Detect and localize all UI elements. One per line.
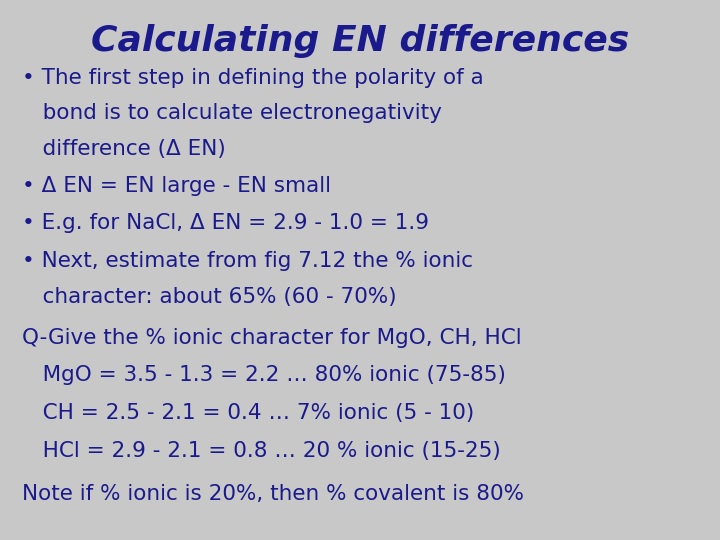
Text: • The first step in defining the polarity of a: • The first step in defining the polarit… <box>22 68 483 89</box>
Text: Calculating EN differences: Calculating EN differences <box>91 24 629 58</box>
Text: • E.g. for NaCl, Δ EN = 2.9 - 1.0 = 1.9: • E.g. for NaCl, Δ EN = 2.9 - 1.0 = 1.9 <box>22 213 428 233</box>
Text: Q-Give the % ionic character for MgO, CH, HCl: Q-Give the % ionic character for MgO, CH… <box>22 327 521 348</box>
Text: HCl = 2.9 - 2.1 = 0.8 … 20 % ionic (15-25): HCl = 2.9 - 2.1 = 0.8 … 20 % ionic (15-2… <box>22 441 500 461</box>
Text: CH = 2.5 - 2.1 = 0.4 … 7% ionic (5 - 10): CH = 2.5 - 2.1 = 0.4 … 7% ionic (5 - 10) <box>22 403 474 423</box>
Text: MgO = 3.5 - 1.3 = 2.2 … 80% ionic (75-85): MgO = 3.5 - 1.3 = 2.2 … 80% ionic (75-85… <box>22 365 505 386</box>
Text: character: about 65% (60 - 70%): character: about 65% (60 - 70%) <box>22 287 396 307</box>
Text: • Next, estimate from fig 7.12 the % ionic: • Next, estimate from fig 7.12 the % ion… <box>22 251 472 271</box>
Text: bond is to calculate electronegativity: bond is to calculate electronegativity <box>22 103 441 124</box>
Text: difference (Δ EN): difference (Δ EN) <box>22 138 225 159</box>
Text: Note if % ionic is 20%, then % covalent is 80%: Note if % ionic is 20%, then % covalent … <box>22 484 523 504</box>
Text: • Δ EN = EN large - EN small: • Δ EN = EN large - EN small <box>22 176 330 197</box>
